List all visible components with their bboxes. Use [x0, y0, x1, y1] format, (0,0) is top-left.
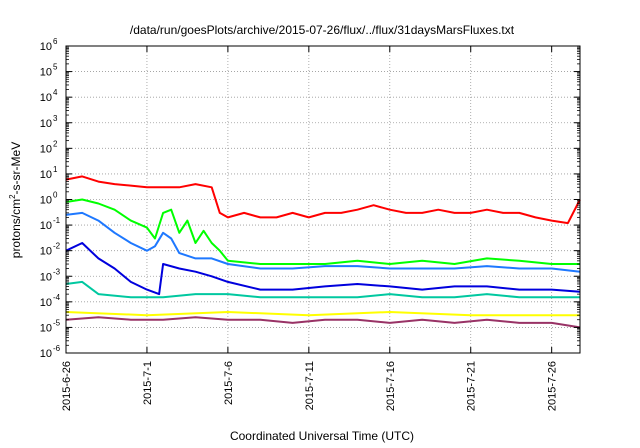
x-tick-label: 2015-7-16	[385, 361, 397, 411]
series-line-1	[65, 175, 581, 225]
x-tick-label: 2015-7-6	[223, 361, 235, 405]
y-tick-exponent: -1	[53, 216, 61, 225]
y-axis-label-unit: protons/cm	[9, 199, 23, 258]
y-tick-label: 10	[40, 348, 52, 360]
y-tick-label: 10	[40, 220, 52, 232]
y-tick-label: 10	[40, 92, 52, 104]
y-tick-exponent: 5	[53, 63, 58, 72]
y-tick-exponent: 3	[53, 114, 58, 123]
y-tick-label: 10	[40, 169, 52, 181]
y-tick-exponent: 0	[53, 191, 58, 200]
plot-frame	[65, 45, 581, 354]
series-line-2	[65, 198, 580, 265]
series-line-3	[65, 211, 581, 273]
y-tick-exponent: 4	[53, 88, 58, 97]
x-tick-label: 2015-7-11	[304, 361, 316, 410]
chart-title: /data/run/goesPlots/archive/2015-07-26/f…	[130, 23, 515, 37]
series-line-7	[65, 316, 581, 329]
y-tick-exponent: -2	[53, 242, 61, 251]
y-axis-label-rest: -s-sr-MeV	[9, 142, 23, 195]
x-tick-label: 2015-7-26	[547, 361, 559, 411]
y-tick-label: 10	[40, 143, 52, 155]
y-tick-label: 10	[40, 297, 52, 309]
y-tick-label: 10	[40, 195, 52, 207]
y-tick-label: 10	[40, 67, 52, 79]
series-line-6	[65, 311, 580, 317]
series-group	[65, 175, 581, 329]
y-tick-exponent: -4	[53, 293, 61, 302]
y-tick-exponent: -3	[53, 267, 61, 276]
series-line-5	[65, 280, 580, 299]
y-axis-label-sup: 2	[8, 194, 17, 199]
y-tick-label: 10	[40, 41, 52, 53]
axis-ticks	[65, 45, 580, 354]
x-tick-label: 2015-7-21	[466, 361, 478, 411]
x-axis-label: Coordinated Universal Time (UTC)	[230, 429, 414, 443]
y-tick-exponent: 6	[53, 37, 58, 46]
x-tick-label: 2015-7-1	[142, 361, 154, 405]
y-tick-label: 10	[40, 271, 52, 283]
x-tick-label: 2015-6-26	[61, 361, 73, 411]
x-tick-labels: 2015-6-26 2015-7-1 2015-7-6 2015-7-11 2015-7…	[61, 361, 559, 411]
grid-lines	[66, 46, 580, 353]
y-tick-label: 10	[40, 118, 52, 130]
y-tick-exponent: 1	[53, 165, 58, 174]
y-tick-exponent: -6	[53, 344, 61, 353]
y-tick-label: 10	[40, 246, 52, 258]
y-axis-label: protons/cm2-s-sr-MeV	[8, 142, 23, 258]
y-tick-label: 10	[40, 322, 52, 334]
series-line-4	[65, 242, 581, 296]
y-tick-exponent: 2	[53, 139, 58, 148]
y-tick-exponent: -5	[53, 318, 61, 327]
